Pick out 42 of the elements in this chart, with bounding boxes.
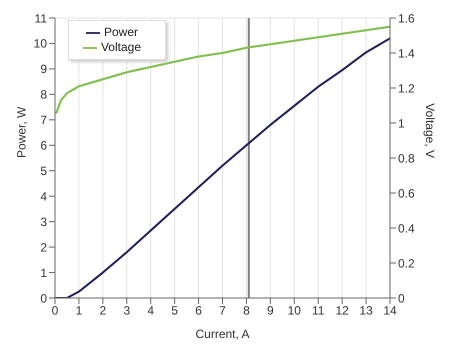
x-tick-label: 1 <box>76 304 83 318</box>
y-tick-label: 5 <box>40 164 48 178</box>
y-tick-label: 1 <box>40 266 48 280</box>
y2-axis-title: Voltage, V <box>422 103 437 158</box>
y2-tick-label: 0 <box>398 291 405 306</box>
y2-tick-label: 0.4 <box>398 221 416 236</box>
x-tick-label: 10 <box>288 304 302 318</box>
x-tick-label: 8 <box>243 304 250 318</box>
y-tick-label: 6 <box>40 138 48 153</box>
x-tick-label: 7 <box>219 304 226 318</box>
y2-tick-label: 1.2 <box>398 81 416 96</box>
y2-tick-label: 1.4 <box>398 46 416 60</box>
x-tick-label: 0 <box>52 304 59 318</box>
x-tick-label: 12 <box>335 304 350 318</box>
x-tick-label: 9 <box>267 304 274 318</box>
y-tick-label: 2 <box>40 240 48 254</box>
y-tick-label: 11 <box>34 11 48 26</box>
y-tick-label: 3 <box>40 214 48 229</box>
line-series <box>55 26 390 114</box>
y2-tick-label: 1.6 <box>398 11 416 26</box>
x-tick-label: 2 <box>100 304 107 318</box>
x-tick-label: 3 <box>123 304 130 318</box>
x-tick-label: 5 <box>171 304 178 318</box>
x-tick-label: 6 <box>195 304 202 318</box>
y2-tick-label: 0.6 <box>398 186 416 200</box>
x-tick-label: 14 <box>383 304 397 318</box>
y-tick-label: 8 <box>40 88 48 102</box>
x-tick-label: 11 <box>312 304 325 318</box>
y-tick-label: 4 <box>40 189 48 204</box>
y-tick-label: 0 <box>40 291 48 306</box>
x-axis-title: Current, A <box>195 327 250 341</box>
y-axis-title: Power, W <box>14 106 28 158</box>
y2-tick-label: 0.8 <box>398 151 416 166</box>
x-tick-label: 4 <box>147 304 154 318</box>
legend-label: Voltage <box>100 40 142 54</box>
x-tick-label: 13 <box>359 304 374 318</box>
y-tick-label: 9 <box>40 62 48 76</box>
y-tick-label: 7 <box>40 113 48 128</box>
y2-tick-label: 1 <box>398 116 405 130</box>
y-tick-label: 10 <box>34 36 48 51</box>
legend-label: Power <box>104 25 138 39</box>
y2-tick-label: 0.2 <box>398 256 416 270</box>
